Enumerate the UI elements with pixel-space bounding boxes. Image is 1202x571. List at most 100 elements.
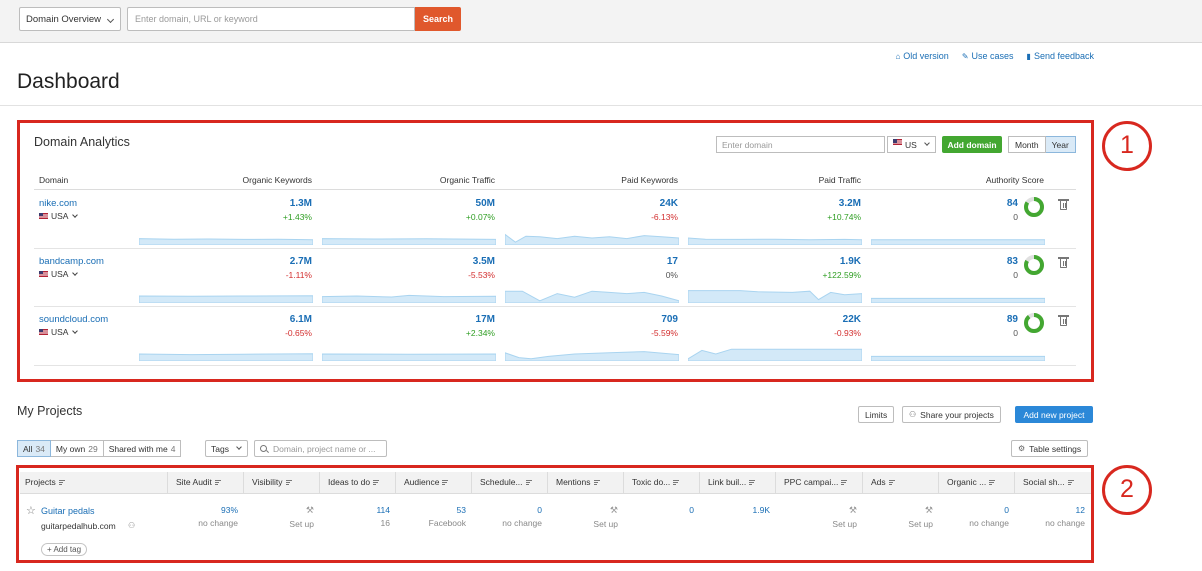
project-metric-cell[interactable]: ⚒ Set up (548, 505, 618, 529)
metric-cell-paid-keywords: 24K -6.13% (558, 198, 678, 222)
sort-icon (285, 479, 292, 485)
add-domain-button[interactable]: Add domain (942, 136, 1002, 153)
filter-all[interactable]: All 34 (17, 440, 51, 457)
project-metric-value[interactable]: 53 (456, 505, 466, 515)
send-feedback-link[interactable]: ▮ Send feedback (1027, 51, 1094, 61)
col-header-organic-keywords[interactable]: Organic Keywords (242, 175, 312, 185)
metric-value[interactable]: 50M (475, 198, 495, 209)
col-header-metric[interactable]: Site Audit (176, 477, 221, 487)
metric-cell-paid-keywords: 709 -5.59% (558, 314, 678, 338)
filter-shared-with-me[interactable]: Shared with me 4 (103, 440, 182, 457)
authority-score-value[interactable]: 84 (1006, 198, 1018, 209)
metric-value[interactable]: 2.7M (289, 256, 312, 267)
col-header-paid-traffic[interactable]: Paid Traffic (818, 175, 861, 185)
metric-value[interactable]: 3.2M (838, 198, 861, 209)
col-header-metric[interactable]: Ads (871, 477, 895, 487)
col-header-organic-traffic[interactable]: Organic Traffic (439, 175, 495, 185)
add-new-project-button[interactable]: Add new project (1015, 406, 1093, 423)
metric-change: -5.53% (468, 270, 495, 280)
tags-select[interactable]: Tags (205, 440, 248, 457)
col-header-metric[interactable]: Organic ... (947, 477, 996, 487)
domain-database-select[interactable]: USA (39, 211, 79, 221)
col-header-metric[interactable]: Mentions (556, 477, 600, 487)
use-cases-link[interactable]: ✎ Use cases (962, 51, 1014, 61)
metric-cell-organic-keywords: 2.7M -1.11% (192, 256, 312, 280)
domain-link[interactable]: bandcamp.com (39, 256, 104, 267)
project-metric-value[interactable]: 93% (220, 505, 238, 515)
project-search-input[interactable]: Domain, project name or ... (254, 440, 387, 457)
project-search-placeholder: Domain, project name or ... (273, 444, 376, 454)
project-metric-value[interactable]: 0 (689, 505, 694, 515)
project-metric-cell[interactable]: 12 no change (1015, 505, 1085, 528)
project-metric-value[interactable]: 12 (1075, 505, 1085, 515)
domain-database-select[interactable]: USA (39, 327, 79, 337)
project-metric-cell[interactable]: ⚒ Set up (244, 505, 314, 529)
domain-link[interactable]: nike.com (39, 198, 78, 209)
project-metric-cell[interactable]: ⚒ Set up (863, 505, 933, 529)
metric-value[interactable]: 17M (475, 314, 495, 325)
metric-value[interactable]: 6.1M (289, 314, 312, 325)
filter-my-own[interactable]: My own 29 (50, 440, 104, 457)
project-metric-value[interactable]: 0 (537, 505, 542, 515)
trash-icon[interactable] (1058, 315, 1069, 326)
authority-score-value[interactable]: 83 (1006, 256, 1018, 267)
table-settings-button[interactable]: ⚙ Table settings (1011, 440, 1089, 457)
project-name-link[interactable]: Guitar pedals (41, 506, 95, 516)
col-header-paid-keywords[interactable]: Paid Keywords (621, 175, 678, 185)
star-icon[interactable]: ☆ (26, 505, 36, 517)
project-metric-cell[interactable]: 0 (624, 505, 694, 518)
project-metric-cell[interactable]: 0 no change (472, 505, 542, 528)
house-icon: ⌂ (895, 51, 901, 61)
domain-link[interactable]: soundcloud.com (39, 314, 109, 325)
project-metric-cell[interactable]: 93% no change (168, 505, 238, 528)
col-header-metric[interactable]: PPC campai... (784, 477, 848, 487)
megaphone-icon: ✎ (961, 51, 969, 61)
project-metric-cell[interactable]: ⚒ Set up (787, 505, 857, 529)
search-button[interactable]: Search (415, 7, 461, 31)
col-header-metric[interactable]: Social sh... (1023, 477, 1074, 487)
wrench-icon: ⚒ (848, 505, 857, 515)
authority-score-value[interactable]: 89 (1006, 314, 1018, 325)
col-header-projects[interactable]: Projects (25, 477, 65, 487)
add-tag-button[interactable]: + Add tag (41, 543, 88, 556)
project-metric-value[interactable]: 1.9K (752, 505, 771, 515)
period-month[interactable]: Month (1008, 136, 1046, 153)
domain-database-select[interactable]: USA (39, 269, 79, 279)
metric-cell-organic-traffic: 3.5M -5.53% (375, 256, 495, 280)
col-header-metric[interactable]: Schedule... (480, 477, 532, 487)
sparkline-area (871, 239, 1045, 245)
old-version-link[interactable]: ⌂ Old version (895, 51, 948, 61)
sparkline-area (871, 355, 1045, 361)
search-input[interactable] (127, 7, 415, 31)
metric-value[interactable]: 1.3M (289, 198, 312, 209)
project-metric-cell[interactable]: 53 Facebook (396, 505, 466, 528)
tool-select[interactable]: Domain Overview (19, 7, 121, 31)
metric-value[interactable]: 24K (659, 198, 678, 209)
metric-value[interactable]: 22K (842, 314, 861, 325)
metric-value[interactable]: 709 (661, 314, 678, 325)
col-header-metric[interactable]: Ideas to do (328, 477, 380, 487)
share-projects-button[interactable]: ⚇ Share your projects (902, 406, 1001, 423)
metric-value[interactable]: 17 (666, 256, 678, 267)
filter-label: My own (55, 444, 86, 454)
metric-value[interactable]: 1.9K (839, 256, 861, 267)
col-header-metric[interactable]: Visibility (252, 477, 292, 487)
metric-value[interactable]: 3.5M (472, 256, 495, 267)
col-header-authority-score[interactable]: Authority Score (985, 175, 1044, 185)
col-header-metric[interactable]: Toxic do... (632, 477, 680, 487)
database-select[interactable]: US (887, 136, 936, 153)
col-header-metric[interactable]: Link buil... (708, 477, 756, 487)
trash-icon[interactable] (1058, 257, 1069, 268)
project-metric-cell[interactable]: 114 16 (320, 505, 390, 528)
send-feedback-label: Send feedback (1033, 51, 1094, 61)
trash-icon[interactable] (1058, 199, 1069, 210)
project-metric-cell[interactable]: 0 no change (939, 505, 1009, 528)
project-metric-cell[interactable]: 1.9K (700, 505, 771, 518)
project-metric-value[interactable]: 0 (1004, 505, 1009, 515)
project-metric-value[interactable]: 114 (376, 505, 390, 515)
sort-icon (989, 479, 996, 485)
col-header-metric[interactable]: Audience (404, 477, 449, 487)
period-year[interactable]: Year (1045, 136, 1076, 153)
enter-domain-input[interactable] (716, 136, 885, 153)
limits-button[interactable]: Limits (858, 406, 895, 423)
